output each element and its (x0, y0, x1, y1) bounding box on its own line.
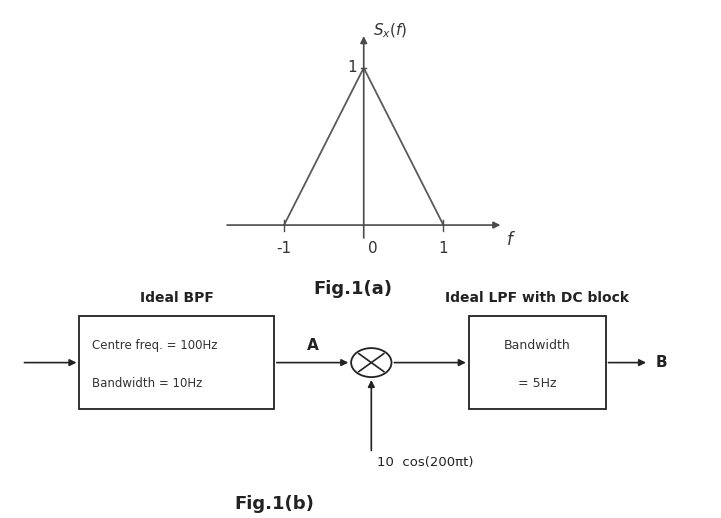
Text: Bandwidth: Bandwidth (504, 339, 570, 352)
Text: B: B (656, 355, 668, 370)
Text: 0: 0 (368, 241, 377, 256)
Text: Ideal BPF: Ideal BPF (140, 291, 213, 305)
Text: Bandwidth = 10Hz: Bandwidth = 10Hz (92, 377, 203, 390)
Text: Fig.1(a): Fig.1(a) (314, 280, 393, 298)
Bar (79, 316, 274, 409)
Text: 10  cos(200πt): 10 cos(200πt) (377, 456, 474, 469)
Text: Fig.1(b): Fig.1(b) (234, 495, 314, 513)
Circle shape (351, 348, 392, 377)
Text: Ideal LPF with DC block: Ideal LPF with DC block (445, 291, 629, 305)
Text: $S_x(f)$: $S_x(f)$ (373, 21, 407, 39)
Text: 1: 1 (348, 61, 358, 76)
Text: A: A (306, 338, 319, 353)
Text: 1: 1 (438, 241, 448, 256)
Text: -1: -1 (276, 241, 291, 256)
Text: = 5Hz: = 5Hz (518, 377, 557, 390)
Bar (469, 316, 606, 409)
Text: f: f (507, 232, 513, 249)
Text: Centre freq. = 100Hz: Centre freq. = 100Hz (92, 339, 218, 352)
